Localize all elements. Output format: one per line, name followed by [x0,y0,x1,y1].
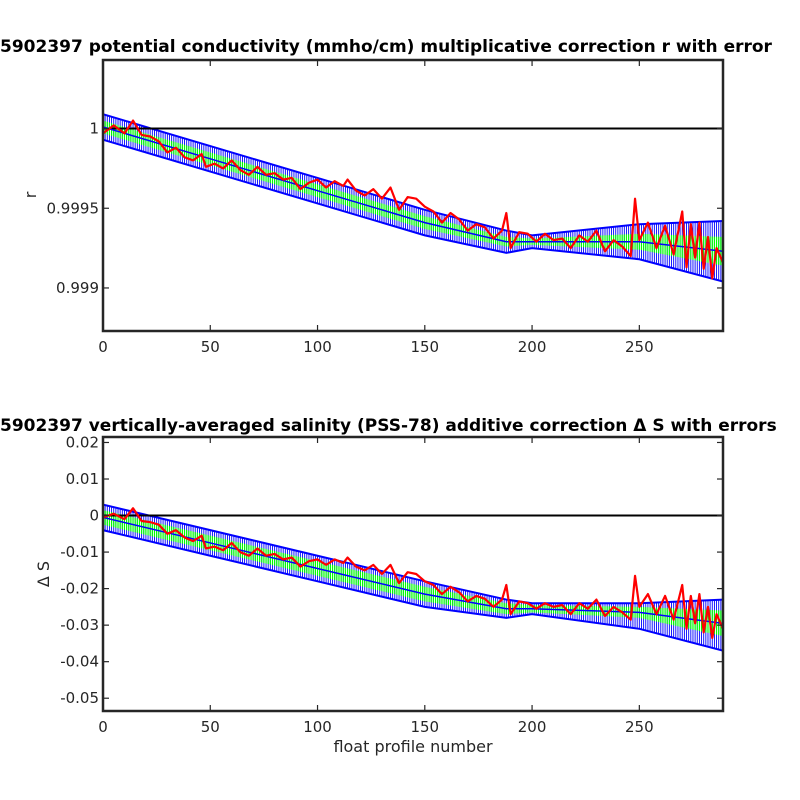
top-axes-box [101,58,725,333]
bottom-x-axis-label: float profile number [333,737,493,756]
bottom-y-axis-label: Δ S [34,561,53,587]
top-x-tick-label: 150 [410,338,439,356]
top-lower-error-envelope [103,138,723,283]
bottom-y-tick-label: -0.03 [60,616,99,634]
bottom-y-axis: 0.02 0.01 0 -0.01 -0.02 -0.03 -0.04 -0.05 [60,433,723,707]
top-profile-line [103,119,723,280]
bottom-y-tick-label: -0.02 [60,580,99,598]
bottom-x-tick-label: 150 [410,718,439,736]
bottom-y-tick-label: -0.05 [60,689,99,707]
top-x-tick-label: 250 [625,338,654,356]
bottom-x-tick-label: 250 [625,718,654,736]
bottom-x-tick-label: 50 [201,718,220,736]
top-x-tick-label: 200 [518,338,547,356]
bottom-upper-error-envelope [103,503,723,605]
bottom-y-tick-label: 0 [89,507,99,525]
bottom-y-tick-label: -0.01 [60,543,99,561]
bottom-chart: 0 50 100 150 200 250 0.02 0.01 0 -0.01 -0.02 -0.03… [34,433,725,756]
top-plot-area [103,113,723,283]
bottom-y-tick-label: 0.02 [66,433,99,451]
bottom-lower-error-envelope [103,529,723,652]
bottom-x-tick-label: 200 [518,718,547,736]
bottom-x-tick-label: 0 [98,718,108,736]
top-y-axis: 0.999 0.9995 1 [47,120,723,297]
top-x-tick-label: 50 [201,338,220,356]
bottom-plot-area [103,503,723,652]
top-chart: 0 50 100 150 200 250 0.999 0.9995 1 r [21,58,725,356]
top-y-tick-label: 0.999 [56,279,99,297]
bottom-x-axis: 0 50 100 150 200 250 [98,437,654,736]
bottom-axes-box [101,435,725,713]
top-x-tick-label: 0 [98,338,108,356]
bottom-chart-title: 5902397 vertically-averaged salinity (PS… [0,416,777,436]
bottom-y-tick-label: 0.01 [66,470,99,488]
top-chart-title: 5902397 potential conductivity (mmho/cm)… [0,37,773,57]
top-y-tick-label: 1 [89,120,99,138]
bottom-y-tick-label: -0.04 [60,653,99,671]
top-y-axis-label: r [21,191,40,198]
top-upper-error-envelope [103,113,723,237]
bottom-x-tick-label: 100 [303,718,332,736]
top-x-axis: 0 50 100 150 200 250 [98,60,654,356]
top-x-tick-label: 100 [303,338,332,356]
top-y-tick-label: 0.9995 [47,199,100,217]
bottom-profile-line [103,507,723,640]
